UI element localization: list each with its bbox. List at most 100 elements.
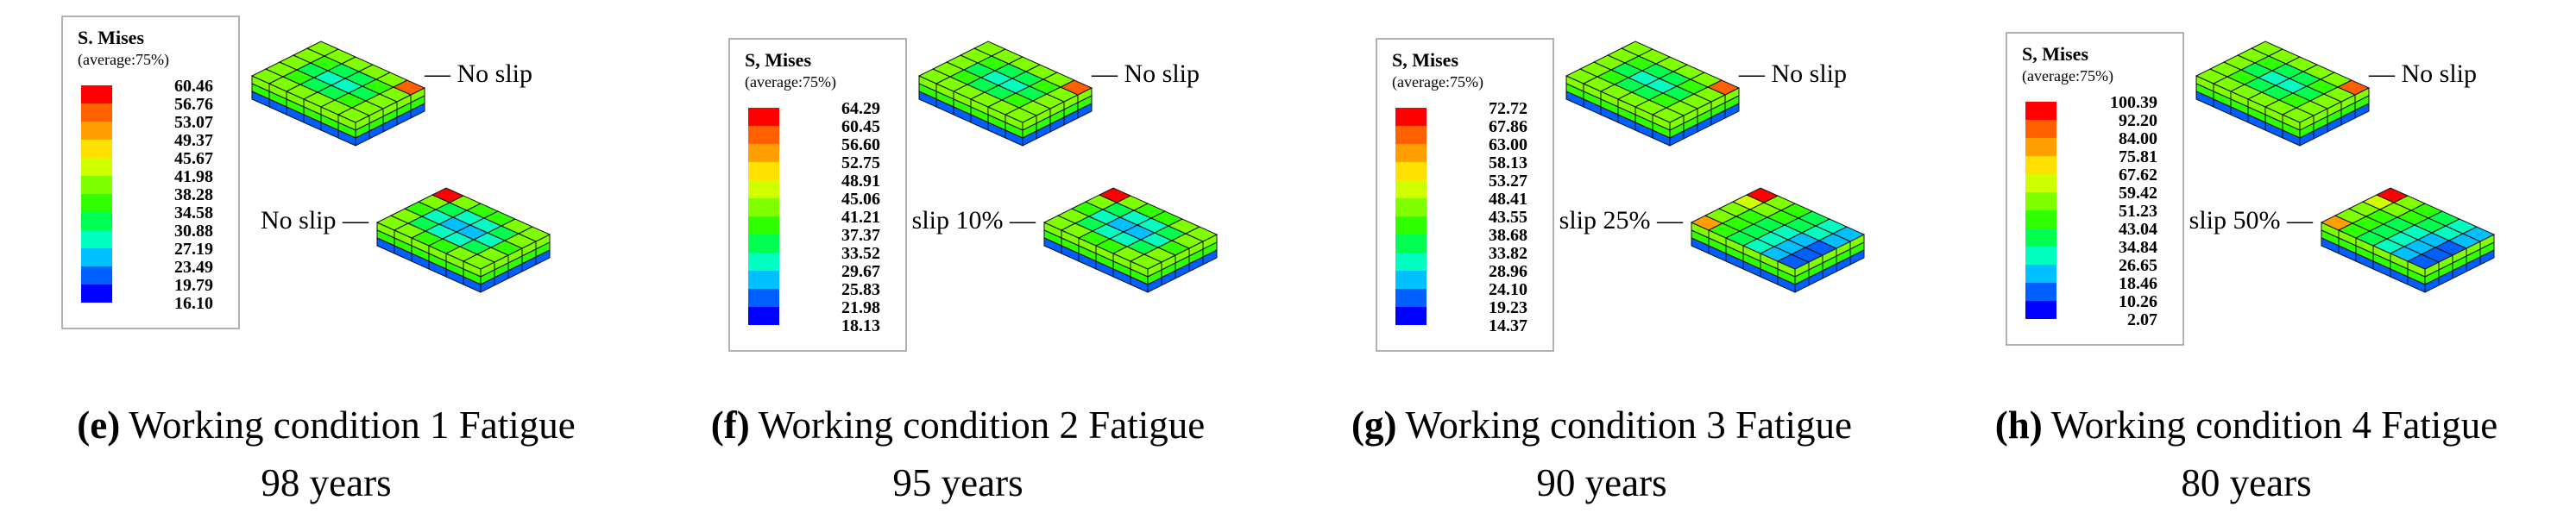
legend-swatch <box>1395 180 1427 198</box>
legend-value: 19.23 <box>1489 298 1527 317</box>
legend-swatch <box>748 307 779 325</box>
top-mesh <box>250 41 426 147</box>
legend-swatch <box>1395 198 1427 216</box>
legend-subtitle: (average:75%) <box>2022 67 2113 85</box>
top-mesh <box>1565 41 1741 147</box>
mesh-cell <box>1077 103 1093 119</box>
legend-title: S, Mises <box>1392 49 1458 71</box>
legend-swatch <box>1395 307 1427 325</box>
legend-value: 53.27 <box>1489 172 1527 191</box>
legend-subtitle: (average:75%) <box>745 73 836 91</box>
panel: S, Mises (average:75%) 64.2960.4556.6052.7… <box>711 38 1219 504</box>
legend-value: 33.82 <box>1489 244 1527 263</box>
legend-value: 56.76 <box>174 95 213 114</box>
legend-value: 41.98 <box>174 167 213 186</box>
legend-value: 92.20 <box>2119 111 2157 130</box>
legend-swatch <box>2025 210 2056 228</box>
legend-swatch <box>1395 144 1427 162</box>
mesh-cell <box>410 103 425 119</box>
mesh-cell <box>1831 226 1866 242</box>
caption-years: 98 years <box>261 461 391 504</box>
legend-swatch <box>81 194 112 212</box>
legend-swatch <box>81 176 112 194</box>
mesh-cell <box>2479 249 2495 266</box>
mesh-cell <box>1849 249 1865 266</box>
legend-value: 10.26 <box>2119 292 2157 311</box>
legend-value: 59.42 <box>2119 184 2157 203</box>
legend-value: 38.68 <box>1489 226 1527 245</box>
legend-swatch <box>81 212 112 230</box>
mesh-cell <box>392 79 426 96</box>
legend-value: 51.23 <box>2119 202 2157 221</box>
top-label: — No slip <box>1091 59 1200 88</box>
mesh-cell <box>1202 249 1218 266</box>
legend-swatch <box>2025 301 2056 319</box>
legend-value: 43.55 <box>1489 208 1527 227</box>
legend-value: 60.46 <box>174 77 213 96</box>
legend-swatch <box>748 144 779 162</box>
legend-swatch <box>81 140 112 158</box>
legend-swatch <box>748 198 779 216</box>
bottom-mesh <box>375 187 551 293</box>
legend-value: 43.04 <box>2119 220 2157 239</box>
legend-swatch <box>748 289 779 307</box>
legend-value: 56.60 <box>841 135 880 154</box>
legend-value: 37.37 <box>841 226 880 245</box>
legend-swatch <box>748 162 779 180</box>
caption-label: (e) <box>77 404 120 447</box>
legend-value: 30.88 <box>174 222 213 241</box>
top-label: — No slip <box>424 59 532 88</box>
top-label: — No slip <box>1738 59 1847 88</box>
legend-swatch <box>81 122 112 140</box>
legend-value: 18.13 <box>841 316 880 335</box>
legend-swatch <box>1395 162 1427 180</box>
legend-title: S, Mises <box>745 49 811 71</box>
mesh-cell <box>1184 226 1219 242</box>
legend-subtitle: (average:75%) <box>1392 73 1483 91</box>
legend-swatch <box>748 235 779 253</box>
legend-swatch <box>2025 156 2056 174</box>
legend-title: S. Mises <box>78 27 144 48</box>
bottom-label: No slip — <box>261 206 369 235</box>
legend-value: 52.75 <box>841 153 880 172</box>
panel: S. Mises (average:75%) 60.4656.7653.0749.3… <box>61 16 576 504</box>
legend-value: 33.52 <box>841 244 880 263</box>
caption-years: 90 years <box>1536 461 1666 504</box>
bottom-mesh <box>1042 187 1219 293</box>
mesh-cell <box>2461 226 2496 242</box>
mesh-cell <box>517 226 551 242</box>
legend-value: 63.00 <box>1489 135 1527 154</box>
legend-value: 45.67 <box>174 149 213 168</box>
legend-value: 60.45 <box>841 117 880 136</box>
legend-value: 27.19 <box>174 240 213 259</box>
legend-swatch <box>748 126 779 144</box>
bottom-label: slip 10% — <box>912 206 1036 235</box>
legend-swatch <box>81 158 112 176</box>
caption-years: 80 years <box>2181 461 2311 504</box>
caption-text: Working condition 4 Fatigue <box>2051 404 2498 447</box>
bottom-mesh <box>1690 187 1866 293</box>
bottom-label: slip 25% — <box>1559 206 1684 235</box>
caption-label: (f) <box>711 404 750 447</box>
legend-swatch <box>1395 108 1427 126</box>
legend-value: 2.07 <box>2127 310 2157 329</box>
legend-swatch <box>2025 283 2056 301</box>
legend-value: 48.41 <box>1489 190 1527 209</box>
legend-swatch <box>81 248 112 266</box>
legend-value: 38.28 <box>174 185 213 204</box>
legend-swatch <box>2025 120 2056 138</box>
legend-value: 84.00 <box>2119 129 2157 148</box>
legend-value: 14.37 <box>1489 316 1527 335</box>
legend-value: 75.81 <box>2119 147 2157 166</box>
legend-swatch <box>2025 102 2056 120</box>
legend-swatch <box>81 85 112 103</box>
caption: (e) Working condition 1 Fatigue <box>77 404 576 447</box>
legend-value: 21.98 <box>841 298 880 317</box>
legend-swatch <box>2025 174 2056 192</box>
legend-value: 23.49 <box>174 258 213 277</box>
legend-value: 25.83 <box>841 280 880 299</box>
top-mesh <box>917 41 1093 147</box>
legend-swatch <box>748 253 779 271</box>
legend-swatch <box>1395 289 1427 307</box>
mesh-cell <box>1059 79 1093 96</box>
